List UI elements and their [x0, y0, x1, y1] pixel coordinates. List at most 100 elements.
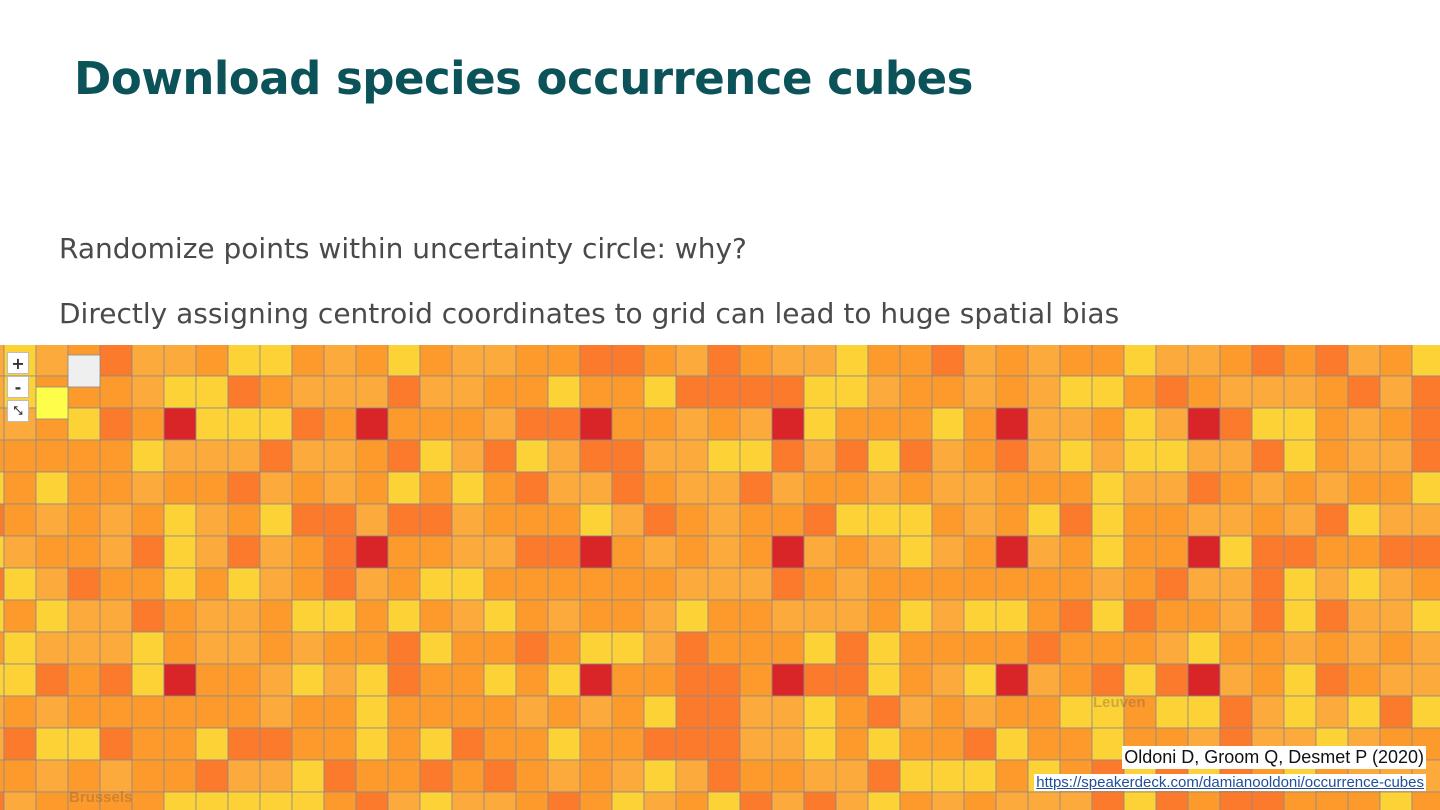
grid-cell [131, 535, 165, 569]
grid-cell [483, 471, 517, 505]
grid-cell [963, 631, 997, 665]
grid-cell [163, 375, 197, 409]
grid-cell [227, 535, 261, 569]
grid-cell [419, 727, 453, 761]
grid-cell [547, 727, 581, 761]
grid-cell [35, 535, 69, 569]
grid-cell [1251, 599, 1285, 633]
grid-cell [1059, 599, 1093, 633]
grid-cell [803, 599, 837, 633]
grid-cell [803, 791, 837, 810]
grid-cell [579, 695, 613, 729]
grid-cell [1251, 407, 1285, 441]
grid-cell [1379, 535, 1413, 569]
grid-cell [835, 503, 869, 537]
grid-cell [547, 759, 581, 793]
grid-cell [643, 375, 677, 409]
grid-cell [1187, 695, 1221, 729]
grid-cell [1059, 407, 1093, 441]
grid-cell [931, 345, 965, 377]
grid-cell [1187, 439, 1221, 473]
grid-cell [707, 663, 741, 697]
grid-cell [451, 695, 485, 729]
grid-cell [387, 471, 421, 505]
grid-cell [931, 407, 965, 441]
grid-cell [611, 471, 645, 505]
grid-cell [1411, 345, 1440, 377]
grid-cell [1091, 791, 1125, 810]
grid-cell [515, 663, 549, 697]
grid-cell [67, 695, 101, 729]
grid-cell [1187, 503, 1221, 537]
grid-cell [163, 695, 197, 729]
grid-cell [739, 439, 773, 473]
map-label-brussels: Brussels [69, 789, 133, 806]
grid-cell [547, 471, 581, 505]
grid-cell [355, 567, 389, 601]
grid-cell [867, 631, 901, 665]
grid-cell [803, 375, 837, 409]
grid-cell [643, 535, 677, 569]
grid-cell [1251, 345, 1285, 377]
grid-cell [0, 375, 5, 409]
grid-cell [323, 439, 357, 473]
grid-cell [611, 345, 645, 377]
grid-cell [611, 663, 645, 697]
zoom-in-button[interactable]: + [7, 352, 29, 374]
grid-cell [35, 439, 69, 473]
grid-cell [195, 759, 229, 793]
grid-cell [515, 503, 549, 537]
zoom-out-button[interactable]: - [7, 376, 29, 398]
grid-cell [483, 791, 517, 810]
occurrence-grid-map[interactable]: Leuven Brussels + - ⤡ [0, 345, 1440, 810]
grid-cell [99, 759, 133, 793]
grid-cell [0, 663, 5, 697]
grid-cell [419, 503, 453, 537]
grid-cell [163, 727, 197, 761]
grid-cell [643, 345, 677, 377]
grid-cell [99, 535, 133, 569]
grid-cell [835, 631, 869, 665]
grid-cell [547, 599, 581, 633]
grid-cell [1379, 695, 1413, 729]
grid-cell [1123, 345, 1157, 377]
grid-cell [771, 471, 805, 505]
grid-cell [707, 567, 741, 601]
grid-cell [259, 471, 293, 505]
grid-cell [963, 535, 997, 569]
grid-cell [611, 759, 645, 793]
grid-cell [419, 599, 453, 633]
grid-cell [803, 471, 837, 505]
grid-cell [483, 663, 517, 697]
citation-link[interactable]: https://speakerdeck.com/damianooldoni/oc… [1034, 774, 1426, 791]
grid-cell [1411, 407, 1440, 441]
grid-cell [291, 503, 325, 537]
grid-cell [995, 407, 1029, 441]
grid-cell [99, 439, 133, 473]
grid-cell [163, 407, 197, 441]
grid-cell [387, 407, 421, 441]
grid-cell [259, 759, 293, 793]
grid-cell [771, 791, 805, 810]
grid-cell [291, 439, 325, 473]
grid-cell [451, 791, 485, 810]
grid-cell [35, 386, 69, 420]
grid-cell [739, 695, 773, 729]
grid-cell [131, 599, 165, 633]
grid-cell [1251, 631, 1285, 665]
fit-extent-icon[interactable]: ⤡ [7, 400, 29, 422]
grid-cell [899, 663, 933, 697]
grid-cell [483, 727, 517, 761]
grid-cell [131, 503, 165, 537]
grid-cell [1059, 375, 1093, 409]
grid-cell [1251, 503, 1285, 537]
grid-cell [803, 407, 837, 441]
grid-cell [675, 663, 709, 697]
grid-cell [355, 759, 389, 793]
grid-cell [547, 535, 581, 569]
grid-cell [99, 503, 133, 537]
grid-cell [35, 727, 69, 761]
grid-cell [1027, 375, 1061, 409]
grid-cell [803, 567, 837, 601]
grid-cell [1283, 631, 1317, 665]
